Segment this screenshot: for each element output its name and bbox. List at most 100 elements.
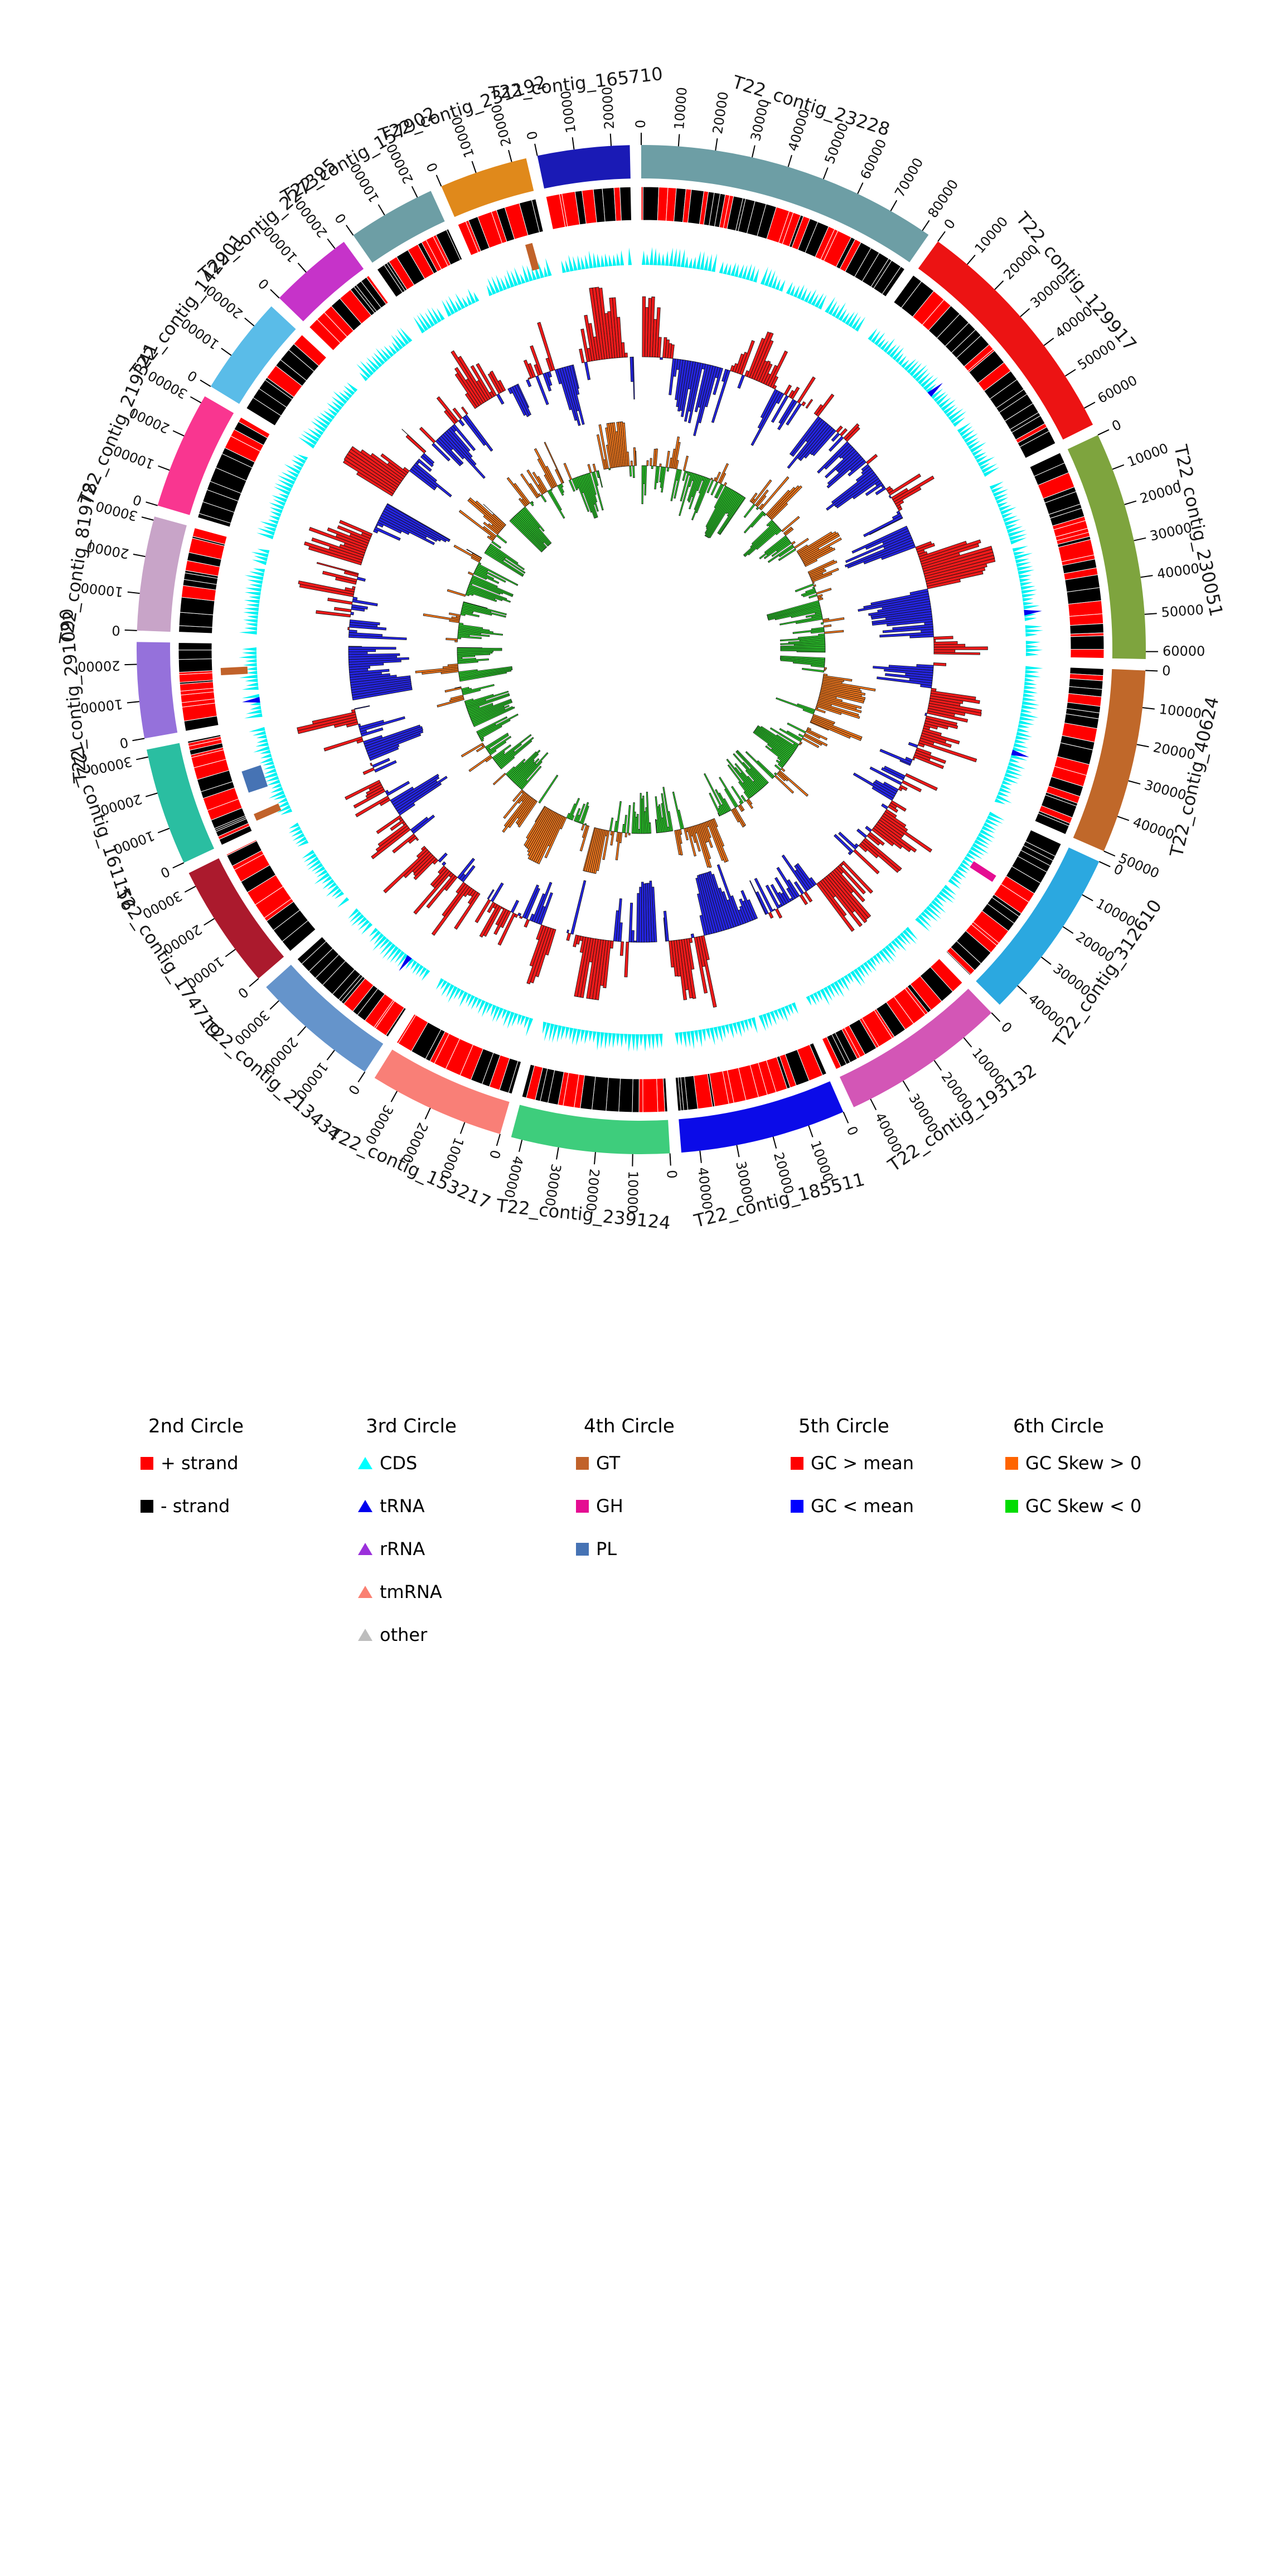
gc-skew-bar	[695, 478, 711, 514]
legend-item: GT	[576, 1452, 675, 1474]
cds-marker	[1018, 575, 1032, 579]
cds-marker	[331, 401, 342, 410]
gc-skew-bar	[706, 480, 714, 493]
gc-bar	[909, 634, 934, 638]
cds-marker	[243, 619, 258, 623]
cds-marker	[807, 289, 817, 304]
strand-segment	[1070, 648, 1105, 659]
cds-marker	[244, 607, 259, 612]
cds-marker	[251, 559, 267, 565]
cds-marker	[985, 819, 999, 827]
cds-marker	[1015, 735, 1030, 740]
cds-marker	[1010, 538, 1027, 545]
tick-label: 30000	[146, 367, 190, 402]
cds-marker	[569, 1028, 574, 1040]
gc-skew-bar	[458, 627, 493, 633]
gc-bar	[446, 429, 473, 458]
gc-bar	[885, 673, 933, 681]
cds-marker	[809, 994, 817, 1006]
genome-circle-figure: 0 10000 20000 30000 40000 50000 60000 70000 8000…	[55, 63, 1227, 1234]
cds-marker	[244, 713, 263, 719]
cds-marker	[989, 481, 1004, 490]
gc-bar	[868, 603, 931, 616]
gc-skew-bar	[709, 819, 729, 862]
tick-label: 0	[131, 491, 144, 509]
cds-marker	[271, 495, 287, 503]
gc-bar	[461, 865, 476, 883]
cds-marker	[980, 463, 990, 470]
cds-marker	[871, 330, 881, 343]
cds-marker	[1020, 582, 1033, 587]
gc-bar	[663, 911, 669, 942]
cds-marker	[828, 301, 837, 316]
square-swatch-icon	[141, 1456, 153, 1470]
gc-bar	[765, 884, 781, 909]
gc-bar	[696, 875, 715, 934]
gc-skew-bar	[745, 751, 774, 779]
cds-marker	[292, 455, 306, 464]
gc-bar	[570, 880, 587, 935]
tick-mark	[204, 918, 215, 926]
tick-mark	[141, 516, 154, 521]
cds-marker	[892, 347, 904, 361]
triangle-swatch-icon	[358, 1543, 372, 1555]
gc-bar	[374, 526, 401, 541]
tick-mark	[508, 149, 512, 162]
gc-skew-bar	[670, 468, 679, 501]
cds-marker	[817, 294, 827, 310]
cds-marker	[544, 1022, 551, 1042]
cds-marker	[556, 1025, 562, 1043]
legend-item-label: CDS	[380, 1452, 418, 1474]
cds-marker	[980, 829, 995, 839]
tick-mark	[1097, 429, 1110, 435]
gc-bar	[349, 673, 390, 680]
gc-skew-bar	[768, 606, 821, 621]
tick-label: 20000	[85, 539, 130, 562]
legend-item-label: PL	[596, 1538, 617, 1560]
square-swatch-icon	[1005, 1456, 1018, 1470]
cds-marker	[890, 940, 900, 950]
cds-marker	[331, 888, 342, 898]
gc-bar	[865, 454, 878, 465]
cds-marker	[921, 911, 932, 922]
cds-marker	[561, 260, 566, 273]
cds-marker	[679, 1032, 682, 1046]
cds-marker	[314, 866, 326, 874]
cds-marker	[676, 249, 681, 267]
cds-marker	[500, 277, 507, 290]
gc-bar	[905, 773, 938, 791]
tick-mark	[1136, 744, 1149, 748]
contig-arc	[679, 1081, 844, 1153]
cds-marker	[382, 943, 396, 959]
gc-bar	[684, 361, 699, 422]
cds-marker	[244, 575, 264, 580]
gc-bar	[908, 742, 918, 748]
cds-marker	[273, 499, 286, 506]
gc-skew-bar	[688, 472, 695, 487]
cds-marker	[620, 1033, 624, 1048]
gc-bar	[865, 482, 884, 496]
gc-bar	[349, 624, 386, 631]
gc-bar	[395, 776, 448, 812]
gc-bar	[853, 772, 895, 799]
cds-marker	[1021, 594, 1037, 598]
gc-skew-bar	[682, 470, 687, 481]
tick-mark	[751, 145, 756, 158]
cds-marker	[584, 1030, 589, 1044]
gc-bar	[379, 515, 435, 545]
gc-skew-bar	[811, 630, 825, 634]
gc-skew-bar	[492, 744, 512, 759]
gc-skew-bar	[650, 458, 652, 466]
cds-marker	[301, 433, 317, 446]
gc-bar	[432, 443, 451, 462]
gc-skew-bar	[515, 514, 548, 549]
cds-marker	[986, 815, 1003, 824]
cds-marker	[346, 382, 358, 393]
cds-marker	[544, 266, 548, 278]
gc-skew-bar	[659, 463, 662, 467]
cds-marker	[448, 986, 458, 1003]
gc-bar	[535, 375, 549, 405]
cds-marker	[593, 252, 597, 268]
gc-bar	[316, 561, 359, 575]
cds-marker	[992, 488, 1009, 497]
